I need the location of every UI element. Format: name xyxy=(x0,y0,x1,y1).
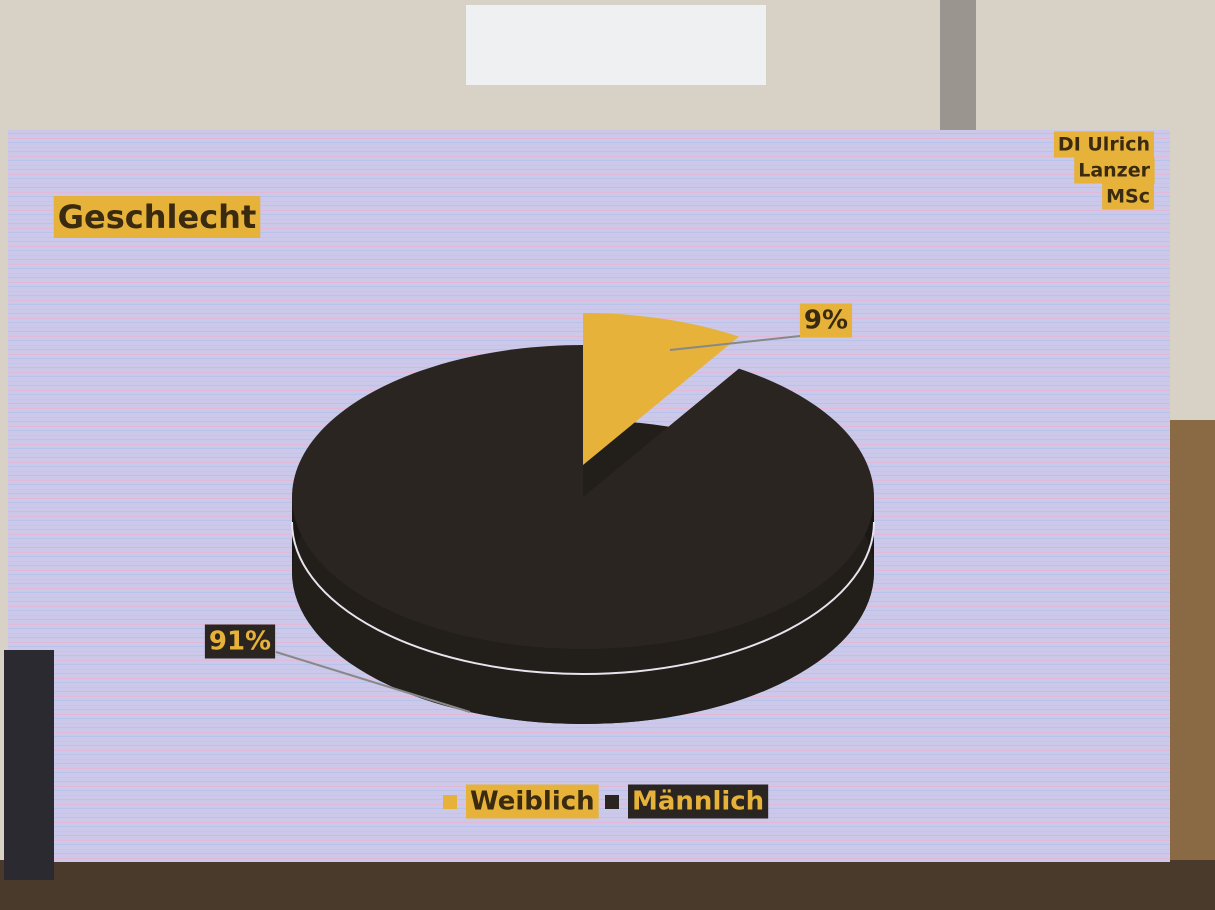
leader-line xyxy=(669,335,801,351)
value-label-box xyxy=(204,624,276,659)
value-label: 91% xyxy=(209,627,271,657)
author-line-box xyxy=(1074,157,1155,184)
window xyxy=(466,5,766,85)
author-line: MSc xyxy=(1106,186,1150,208)
chart-title: Geschlecht xyxy=(58,198,256,236)
value-label-group: 9% xyxy=(799,303,853,338)
chart-title-group: Geschlecht xyxy=(53,196,261,238)
legend-label-group: Männlich xyxy=(628,784,769,819)
value-label-box xyxy=(799,303,853,338)
author-line: DI Ulrich xyxy=(1058,134,1150,156)
legend-label: Männlich xyxy=(632,787,764,817)
legend-label: Weiblich xyxy=(470,787,595,817)
legend-swatch xyxy=(605,795,619,809)
author-line-box xyxy=(1053,131,1154,158)
leader-line xyxy=(275,651,471,713)
author-line-group: Lanzer xyxy=(1074,157,1155,184)
chart-title-box xyxy=(53,196,261,238)
pillar xyxy=(940,0,976,130)
value-label-group: 91% xyxy=(204,624,276,659)
pie-top xyxy=(291,313,874,650)
stage xyxy=(0,860,1215,910)
labels: Geschlecht DI Ulrich Lanzer MSc 9% 91% Weiblic… xyxy=(53,131,1155,819)
legend-label-box xyxy=(628,784,769,819)
curtain xyxy=(1170,420,1215,860)
author-line-group: MSc xyxy=(1102,183,1154,210)
legend-swatch xyxy=(443,795,457,809)
legend-label-group: Weiblich xyxy=(466,784,599,819)
author-line: Lanzer xyxy=(1078,160,1150,182)
pie-slice xyxy=(291,345,874,650)
value-label: 9% xyxy=(804,306,848,336)
pie-slice xyxy=(583,313,739,465)
pie-rim xyxy=(291,521,875,675)
author-line-box xyxy=(1102,183,1154,210)
author-line-group: DI Ulrich xyxy=(1053,131,1154,158)
speaker xyxy=(4,650,54,880)
legend-label-box xyxy=(466,784,599,819)
